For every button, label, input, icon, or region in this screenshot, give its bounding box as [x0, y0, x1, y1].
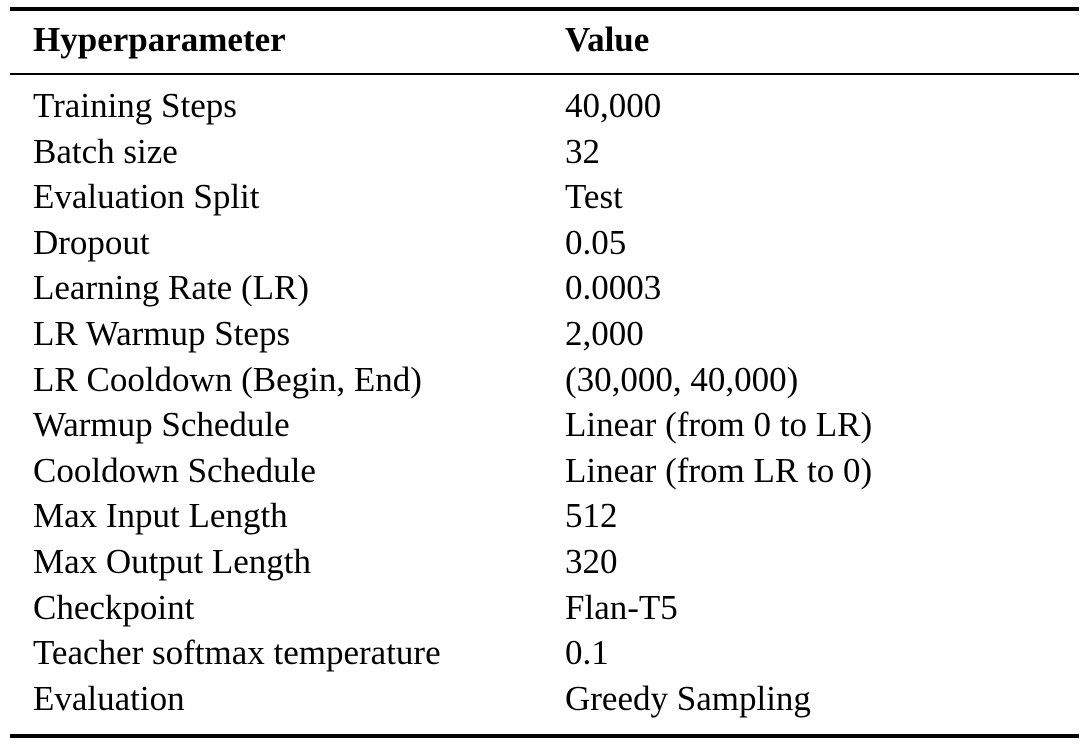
- bottom-rule: [10, 734, 1079, 738]
- table-row: LR Cooldown (Begin, End) (30,000, 40,000…: [10, 357, 1079, 403]
- table-row: Teacher softmax temperature 0.1: [10, 630, 1079, 676]
- hyperparameter-cell: Warmup Schedule: [33, 405, 290, 445]
- value-cell: Test: [565, 177, 623, 217]
- value-cell: 2,000: [565, 313, 644, 353]
- table-row: Cooldown Schedule Linear (from LR to 0): [10, 448, 1079, 494]
- hyperparameter-cell: Teacher softmax temperature: [33, 633, 441, 673]
- value-cell: Linear (from LR to 0): [565, 450, 873, 490]
- table-row: Max Output Length 320: [10, 539, 1079, 585]
- top-rule: [10, 7, 1079, 11]
- value-cell: (30,000, 40,000): [565, 359, 799, 399]
- hyperparameter-cell: Evaluation Split: [33, 177, 260, 217]
- hyperparameter-cell: Learning Rate (LR): [33, 268, 310, 308]
- value-cell: 0.05: [565, 222, 627, 262]
- hyperparameter-cell: Max Input Length: [33, 496, 288, 536]
- table-row: Evaluation Split Test: [10, 174, 1079, 220]
- hyperparameter-cell: Checkpoint: [33, 587, 195, 627]
- table-row: Dropout 0.05: [10, 220, 1079, 266]
- value-cell: 32: [565, 131, 600, 171]
- hyperparameter-cell: Evaluation: [33, 678, 185, 718]
- table-row: LR Warmup Steps 2,000: [10, 311, 1079, 357]
- header-rule: [10, 73, 1079, 75]
- value-cell: 0.0003: [565, 268, 662, 308]
- table-row: Training Steps 40,000: [10, 83, 1079, 129]
- table-header-row: Hyperparameter Value: [10, 17, 1079, 63]
- table-row: Learning Rate (LR) 0.0003: [10, 265, 1079, 311]
- hyperparameter-cell: Training Steps: [33, 86, 237, 125]
- value-cell: Greedy Sampling: [565, 678, 811, 718]
- value-cell: Flan-T5: [565, 587, 678, 627]
- value-cell: 320: [565, 541, 618, 581]
- header-hyperparameter: Hyperparameter: [33, 20, 286, 59]
- value-cell: Linear (from 0 to LR): [565, 405, 873, 445]
- hyperparameter-cell: LR Warmup Steps: [33, 313, 291, 353]
- value-cell: 0.1: [565, 633, 609, 673]
- table-row: Warmup Schedule Linear (from 0 to LR): [10, 402, 1079, 448]
- hyperparameter-cell: Max Output Length: [33, 541, 312, 581]
- table-row: Evaluation Greedy Sampling: [10, 676, 1079, 722]
- hyperparameter-cell: Batch size: [33, 131, 178, 171]
- hyperparameter-cell: LR Cooldown (Begin, End): [33, 359, 422, 399]
- header-value: Value: [565, 20, 650, 59]
- value-cell: 512: [565, 496, 618, 536]
- table-row: Max Input Length 512: [10, 493, 1079, 539]
- table-row: Checkpoint Flan-T5: [10, 585, 1079, 631]
- table-body: Training Steps 40,000 Batch size 32 Eval…: [10, 83, 1079, 721]
- hyperparameter-cell: Dropout: [33, 222, 150, 262]
- hyperparameter-cell: Cooldown Schedule: [33, 450, 316, 490]
- table-row: Batch size 32: [10, 129, 1079, 175]
- value-cell: 40,000: [565, 86, 662, 125]
